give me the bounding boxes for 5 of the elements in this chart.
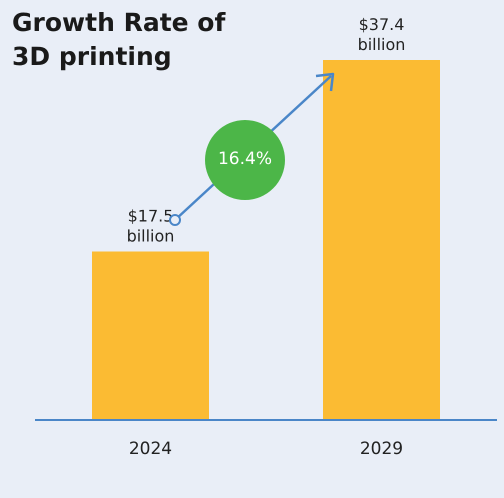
data-label: $37.4 billion [358,15,406,54]
x-tick-label: 2029 [360,439,404,460]
annotation: 16.4% [216,149,273,169]
chart-title: Growth Rate of 3D printing [12,7,227,73]
x-tick-label: 2024 [128,439,172,460]
